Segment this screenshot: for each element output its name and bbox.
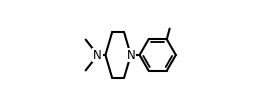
Text: N: N: [126, 49, 135, 61]
Text: N: N: [93, 49, 102, 61]
